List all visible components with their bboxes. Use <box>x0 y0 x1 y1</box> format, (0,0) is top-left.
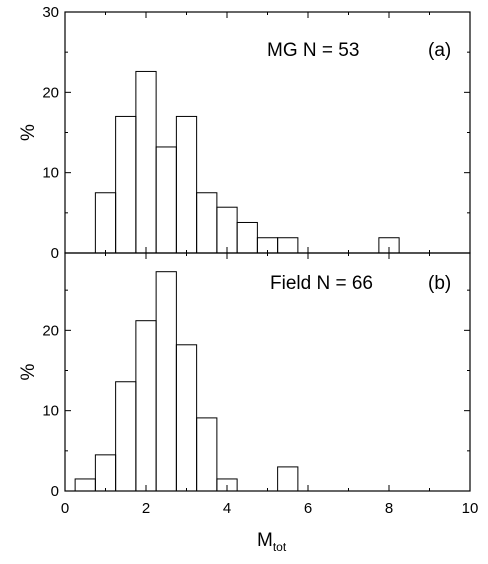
panel-b-frame <box>64 252 471 492</box>
histogram-bar <box>216 478 238 492</box>
histogram-bar <box>115 115 137 254</box>
panel-a-sample-label: MG N = 53 <box>267 40 359 61</box>
panel-a: 0 10 20 30 MG N = 53 (a) % <box>18 4 471 262</box>
y-tick-label: 10 <box>42 165 59 182</box>
x-tick-label: 10 <box>462 500 479 517</box>
histogram-bar <box>135 320 157 492</box>
x-tick-label: 2 <box>142 500 150 517</box>
y-tick-label: 0 <box>51 245 59 262</box>
x-tick-label: 6 <box>304 500 312 517</box>
histogram-bar <box>277 237 299 254</box>
histogram-bar <box>155 271 177 492</box>
y-tick-label: 20 <box>42 84 59 101</box>
x-axis-label-main: M <box>257 530 273 551</box>
panel-b-ticks: 0 10 20 0 2 4 6 8 10 <box>42 253 478 517</box>
x-axis-label-subscript: tot <box>273 540 287 554</box>
y-tick-label: 10 <box>42 403 59 420</box>
histogram-bar <box>74 478 96 492</box>
histogram-bar <box>196 192 218 254</box>
y-tick-label: 30 <box>42 4 59 21</box>
x-tick-label: 8 <box>385 500 393 517</box>
panel-b-tag: (b) <box>428 273 451 294</box>
panel-b: 0 10 20 0 2 4 6 8 10 Field N = 66 (b) % <box>18 252 478 517</box>
panel-b-sample-label: Field N = 66 <box>270 273 373 294</box>
histogram-bar <box>236 221 258 254</box>
histogram-bar <box>94 454 117 492</box>
x-axis-label: Mtot <box>257 530 287 554</box>
panel-b-y-axis-label: % <box>18 363 39 380</box>
panel-b-bars <box>74 271 299 492</box>
panel-a-ticks: 0 10 20 30 <box>42 4 471 262</box>
histogram-bar <box>277 466 299 492</box>
histogram-bar <box>175 115 198 254</box>
panel-a-bars <box>94 70 400 254</box>
panel-a-tag: (a) <box>428 40 451 61</box>
histogram-bar <box>196 417 218 492</box>
histogram-bar <box>175 344 198 492</box>
y-tick-label: 0 <box>51 483 59 500</box>
y-tick-label: 20 <box>42 322 59 339</box>
histogram-bar <box>135 70 157 254</box>
panel-a-y-axis-label: % <box>18 124 39 141</box>
x-tick-label: 4 <box>223 500 231 517</box>
histogram-bar <box>216 206 238 254</box>
histogram-bar <box>115 381 137 492</box>
histogram-bar <box>155 146 177 254</box>
histogram-bar <box>94 192 117 254</box>
x-tick-label: 0 <box>61 500 69 517</box>
